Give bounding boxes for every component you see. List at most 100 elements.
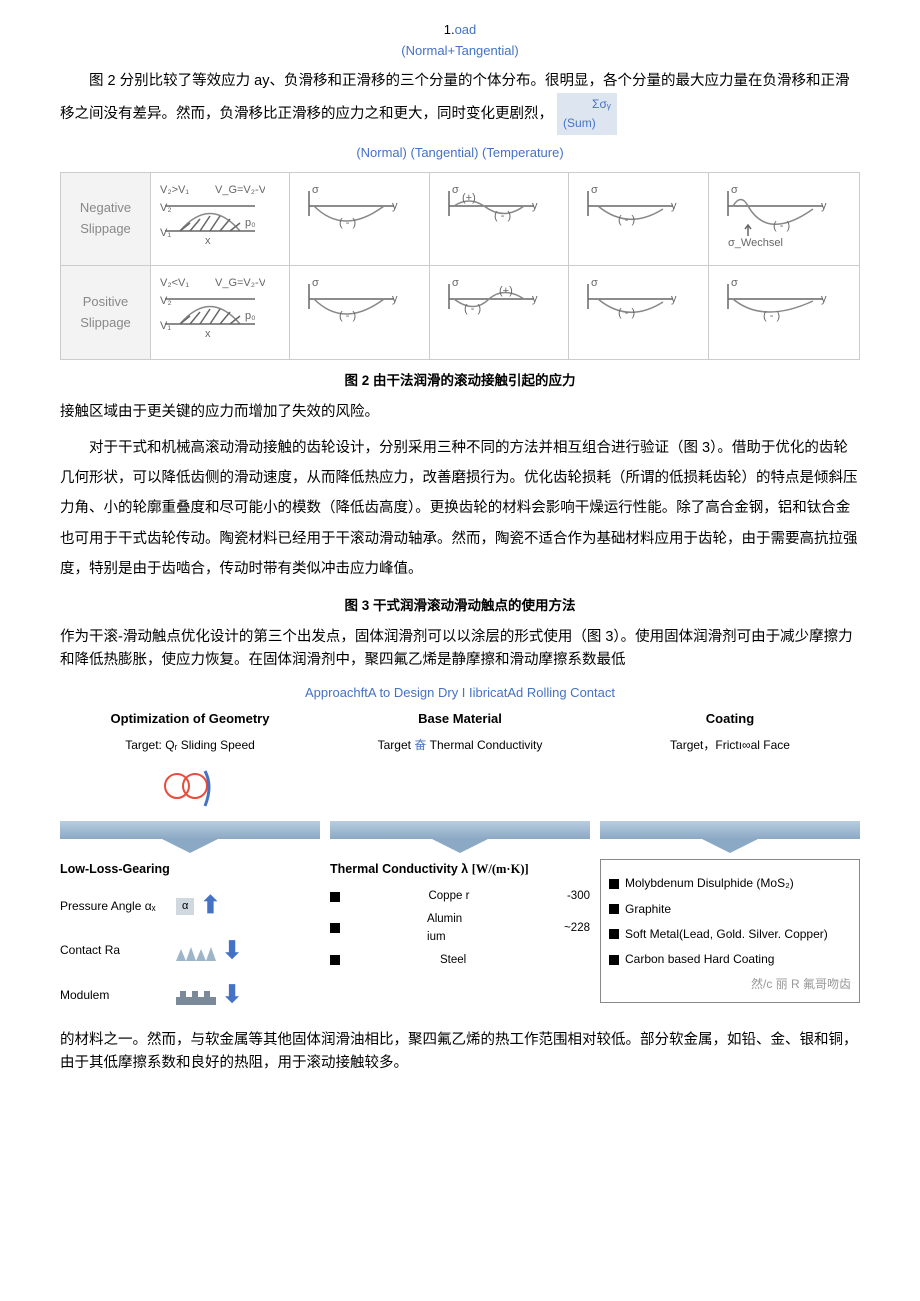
- figure-3: ApproachftA to Design Dry I IibricatAd R…: [60, 683, 860, 1021]
- svg-text:x: x: [205, 235, 211, 247]
- svg-text:y: y: [671, 200, 677, 212]
- fig3-col3-title: Coating: [600, 709, 860, 730]
- diagram-cell-contact-pos: V₂<V₁ V_G=V₂-V₁ V₂ V₁ p₀ x: [151, 266, 290, 359]
- svg-text:( - ): ( - ): [773, 220, 790, 232]
- svg-text:y: y: [532, 200, 538, 212]
- fig3-col3-target: Target，Frictı∞al Face: [600, 736, 860, 755]
- gear-pair-icon: [155, 761, 225, 811]
- svg-text:( - ): ( - ): [339, 310, 356, 322]
- paragraph-1-text: 图 2 分别比较了等效应力 ay、负滑移和正滑移的三个分量的个体分布。很明显，各…: [60, 73, 849, 122]
- alpha-icon: α: [176, 898, 194, 916]
- coating-item: Soft Metal(Lead, Gold. Silver. Copper): [625, 925, 828, 944]
- bullet-icon: [609, 879, 619, 889]
- watermark-text: 然/c 丽 R 氟哥吻齿: [609, 975, 851, 994]
- paragraph-3: 对于干式和机械高滚动滑动接触的齿轮设计，分别采用三种不同的方法并相互组合进行验证…: [60, 433, 860, 585]
- formula-label: [W/(m·K)]: [472, 862, 529, 876]
- svg-text:y: y: [821, 200, 827, 212]
- material-name: Steel: [440, 951, 490, 969]
- svg-text:V_G=V₂-V₁: V_G=V₂-V₁: [215, 277, 265, 289]
- svg-text:V₂>V₁: V₂>V₁: [160, 184, 189, 196]
- list-item: Contact Ra ⬇: [60, 932, 320, 970]
- fig3-col1-title: Optimization of Geometry: [60, 709, 320, 730]
- header-line-1: 1.oad: [60, 20, 860, 41]
- svg-text:V₂<V₁: V₂<V₁: [160, 277, 189, 289]
- fig3-col2-subtitle: Thermal Conductivity λ [W/(m·K)]: [330, 859, 590, 879]
- item-label: Contact Ra: [60, 941, 170, 960]
- arrow-bar-icon: [330, 821, 590, 839]
- svg-text:( - ): ( - ): [494, 210, 511, 222]
- coating-item: Graphite: [625, 900, 671, 919]
- svg-text:V₂: V₂: [160, 295, 172, 307]
- diagram-cell-contact-neg: V₂>V₁ V_G=V₂-V₁ V₂ V₁ p₀ x: [151, 172, 290, 265]
- svg-text:σ: σ: [312, 184, 319, 196]
- svg-text:V₁: V₁: [160, 320, 171, 332]
- stress-diagram-icon: σ y ( - ): [294, 274, 404, 344]
- figure-3-title: ApproachftA to Design Dry I IibricatAd R…: [60, 683, 860, 704]
- bullet-icon: [609, 929, 619, 939]
- svg-text:( - ): ( - ): [464, 303, 481, 315]
- list-item: Alumin ium ~228: [330, 910, 590, 947]
- pos-slippage-label: Positive Slippage: [61, 266, 151, 359]
- sum-box: Σσᵧ (Sum): [557, 93, 617, 135]
- fig3-col-geometry: Optimization of Geometry Target: Qᵣ Slid…: [60, 709, 320, 1020]
- table-row: Negative Slippage V₂>V₁ V_G=V₂-V₁ V₂ V₁ …: [61, 172, 860, 265]
- target-icon: 奋: [414, 738, 426, 752]
- list-item: Carbon based Hard Coating: [609, 950, 851, 969]
- figure-2-table: Negative Slippage V₂>V₁ V_G=V₂-V₁ V₂ V₁ …: [60, 172, 860, 360]
- arrow-bar-icon: [600, 821, 860, 839]
- list-item: Molybdenum Disulphide (MoS₂): [609, 874, 851, 893]
- paragraph-2: 接触区域由于更关键的应力而增加了失效的风险。: [60, 401, 860, 424]
- fig3-col-material: Base Material Target 奋 Thermal Conductiv…: [330, 709, 590, 1020]
- svg-text:(+): (+): [462, 192, 476, 204]
- svg-text:( - ): ( - ): [618, 307, 635, 319]
- contact-diagram-icon: V₂>V₁ V_G=V₂-V₁ V₂ V₁ p₀ x: [155, 181, 265, 251]
- material-name: Coppe r: [428, 887, 478, 905]
- fig3-col1-target: Target: Qᵣ Sliding Speed: [60, 736, 320, 755]
- header-line-2: (Normal+Tangential): [60, 41, 860, 62]
- figure-2-caption: 图 2 由干法润滑的滚动接触引起的应力: [60, 370, 860, 392]
- stress-diagram-icon: σ y ( - ): [713, 274, 833, 344]
- svg-text:σ: σ: [591, 184, 598, 196]
- bullet-icon: [609, 955, 619, 965]
- item-label: Modulem: [60, 986, 170, 1005]
- header-text: oad: [455, 22, 477, 37]
- bullet-icon: [330, 892, 340, 902]
- svg-text:( - ): ( - ): [763, 310, 780, 322]
- list-item: Soft Metal(Lead, Gold. Silver. Copper): [609, 925, 851, 944]
- table-row: Positive Slippage V₂<V₁ V_G=V₂-V₁ V₂ V₁ …: [61, 266, 860, 359]
- fig3-col2-icon-row: [330, 761, 590, 811]
- down-arrow-icon: ⬇: [222, 976, 242, 1014]
- diagram-cell-tangential-neg: σ y (+) ( - ): [429, 172, 568, 265]
- svg-text:( - ): ( - ): [618, 214, 635, 226]
- svg-text:x: x: [205, 328, 211, 340]
- paragraph-1: 图 2 分别比较了等效应力 ay、负滑移和正滑移的三个分量的个体分布。很明显，各…: [60, 70, 860, 136]
- material-value: ~228: [564, 919, 590, 937]
- svg-text:σ: σ: [452, 277, 459, 289]
- svg-text:V₁: V₁: [160, 227, 171, 239]
- stress-diagram-icon: σ y ( - ): [573, 274, 683, 344]
- teeth-icon: [176, 941, 216, 961]
- fig3-col1-subtitle: Low-Loss-Gearing: [60, 859, 320, 879]
- contact-diagram-icon: V₂<V₁ V_G=V₂-V₁ V₂ V₁ p₀ x: [155, 274, 265, 344]
- paragraph-4: 作为干滚-滑动触点优化设计的第三个出发点，固体润滑剂可以以涂层的形式使用（图 3…: [60, 626, 860, 672]
- fig3-col1-icon-row: [60, 761, 320, 811]
- stress-diagram-icon: σ y ( - ): [573, 181, 683, 251]
- diagram-cell-tangential-pos: σ y ( - ) (+): [429, 266, 568, 359]
- coating-item: Carbon based Hard Coating: [625, 950, 774, 969]
- stress-diagram-icon: σ y (+) ( - ): [434, 181, 544, 251]
- fig3-col3-icon-row: [600, 761, 860, 811]
- fig3-col2-title: Base Material: [330, 709, 590, 730]
- svg-text:σ: σ: [591, 277, 598, 289]
- svg-text:σ: σ: [731, 277, 738, 289]
- diagram-cell-temperature-neg: σ y ( - ): [569, 172, 708, 265]
- diagram-cell-sum-pos: σ y ( - ): [708, 266, 859, 359]
- material-name: Alumin ium: [427, 910, 477, 947]
- stress-diagram-icon: σ y ( - ) σ_Wechsel: [713, 181, 833, 251]
- coating-list-box: Molybdenum Disulphide (MoS₂) Graphite So…: [600, 859, 860, 1003]
- neg-slippage-label: Negative Slippage: [61, 172, 151, 265]
- figure-3-caption: 图 3 干式润滑滚动滑动触点的使用方法: [60, 595, 860, 617]
- bullet-icon: [330, 955, 340, 965]
- svg-text:( - ): ( - ): [339, 217, 356, 229]
- list-number: 1.: [444, 22, 455, 37]
- svg-text:y: y: [392, 293, 398, 305]
